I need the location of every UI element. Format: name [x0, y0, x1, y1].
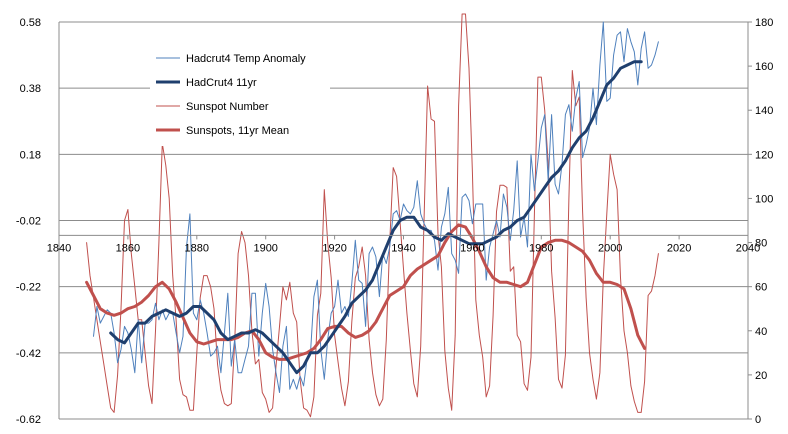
y-right-tick-label: 160 [755, 61, 773, 73]
y-left-tick-label: 0.58 [20, 17, 41, 29]
y-left-tick-label: -0.22 [16, 282, 41, 294]
y-right-tick-label: 80 [755, 238, 767, 250]
x-tick-label: 1860 [116, 242, 140, 254]
series-line-hadcrut4-11yr [109, 60, 643, 375]
x-tick-label: 1840 [47, 242, 71, 254]
legend-label-0: Hadcrut4 Temp Anomaly [186, 53, 306, 65]
series-group [85, 13, 659, 418]
y-left-tick-label: 0.18 [20, 149, 41, 161]
y-right-tick-label: 100 [755, 193, 773, 205]
x-tick-label: 1920 [322, 242, 346, 254]
x-tick-label: 2000 [598, 242, 622, 254]
x-tick-label: 2040 [736, 242, 760, 254]
y-left-tick-label: 0.38 [20, 83, 41, 95]
legend-label-2: Sunspot Number [186, 101, 269, 113]
y-left-tick-label: -0.62 [16, 414, 41, 426]
legend-label-3: Sunspots, 11yr Mean [186, 125, 289, 137]
y-left-tick-label: -0.02 [16, 216, 41, 228]
y-right-tick-label: 60 [755, 282, 767, 294]
legend: Hadcrut4 Temp Anomaly HadCrut4 11yr Sunspo… [150, 44, 330, 146]
y-right-tick-label: 40 [755, 326, 767, 338]
y-right-tick-label: 20 [755, 370, 767, 382]
series-line-hadcrut4-temp-anomaly [93, 21, 659, 393]
axes: 1840 1860 1880 1900 1920 1940 1960 1980 2000 2020… [16, 17, 773, 426]
series-line-sunspots-11yr-mean [85, 223, 647, 361]
x-tick-label: 1880 [185, 242, 209, 254]
x-tick-label: 1940 [391, 242, 415, 254]
legend-label-1: HadCrut4 11yr [186, 77, 257, 89]
y-right-tick-label: 140 [755, 105, 773, 117]
x-tick-label: 2020 [667, 242, 691, 254]
y-left-tick-label: -0.42 [16, 348, 41, 360]
y-right-tick-label: 0 [755, 414, 761, 426]
y-right-tick-label: 180 [755, 17, 773, 29]
x-tick-label: 1960 [460, 242, 484, 254]
series-line-sunspot-number [86, 13, 659, 418]
y-right-tick-label: 120 [755, 149, 773, 161]
x-tick-label: 1900 [253, 242, 277, 254]
x-tick-label: 1980 [529, 242, 553, 254]
